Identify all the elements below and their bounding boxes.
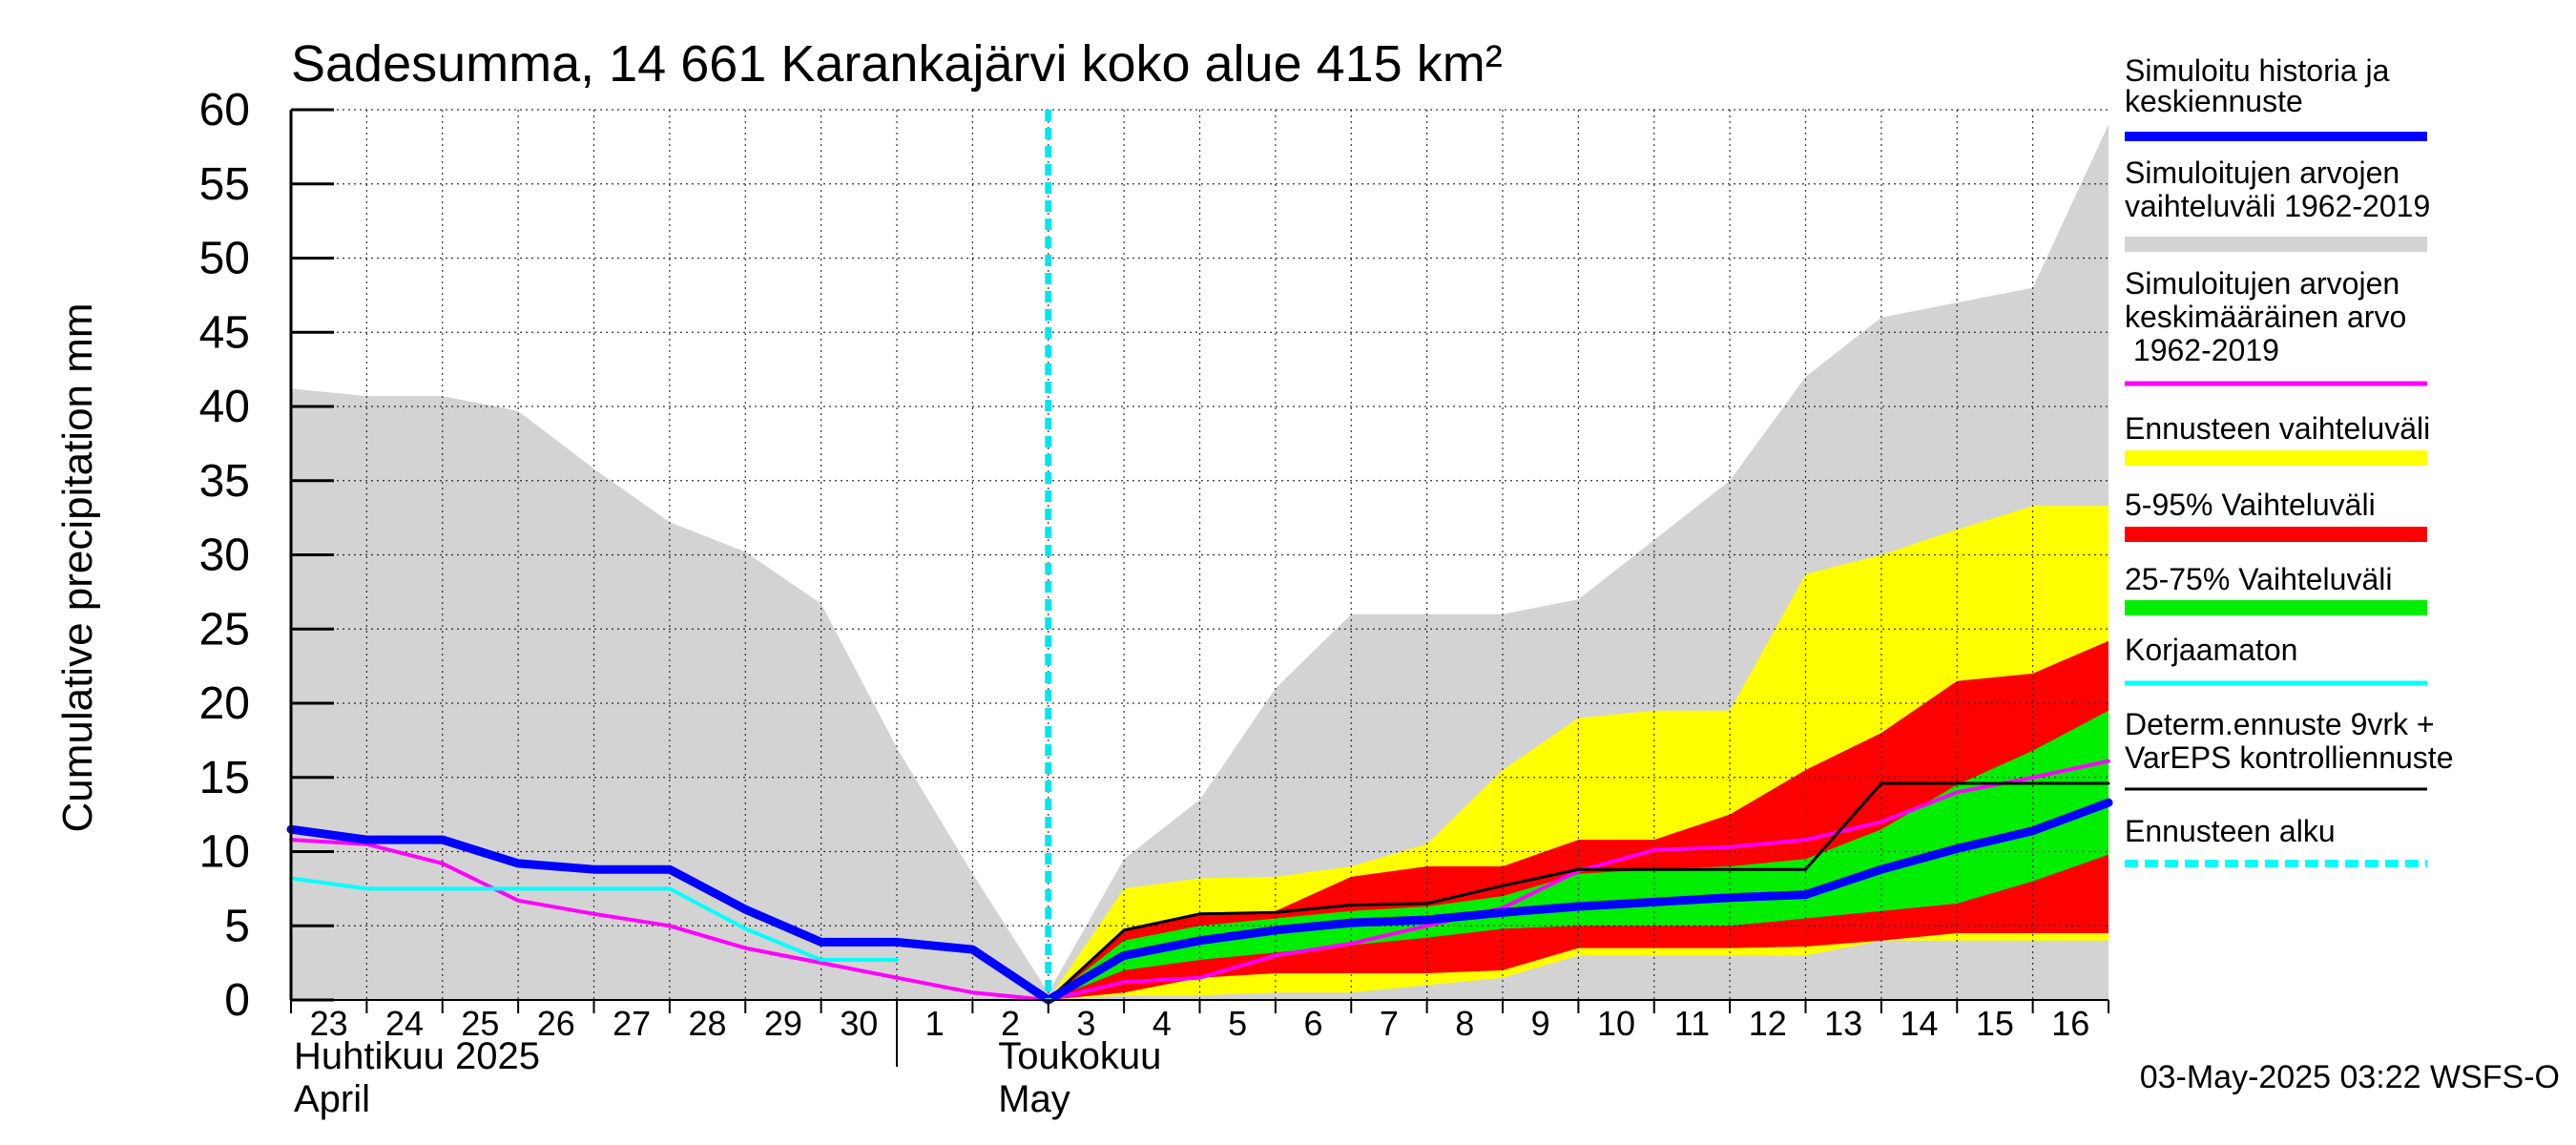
legend-label: Simuloitujen arvojen vaihteluväli 1962-20… — [2125, 156, 2430, 223]
legend-label: Simuloitu historia ja keskiennuste — [2125, 53, 2390, 118]
plot-area — [286, 109, 2113, 1005]
series-line-2 — [1047, 781, 2110, 1002]
x-tick-label: 10 — [1597, 1004, 1635, 1043]
legend-item: 25-75% Vaihteluväli — [2125, 562, 2427, 615]
x-tick-label: 30 — [840, 1004, 878, 1043]
y-tick-label: 45 — [199, 307, 250, 358]
x-tick-label: 8 — [1455, 1004, 1474, 1043]
y-tick-label: 5 — [224, 901, 250, 951]
x-tick-label: 6 — [1304, 1004, 1323, 1043]
x-tick-label: 3 — [1076, 1004, 1095, 1043]
legend-item: Ennusteen alku — [2125, 814, 2427, 867]
legend-item: Ennusteen vaihteluväli — [2125, 411, 2430, 466]
legend-label: Determ.ennuste 9vrk + VarEPS kontrollienn… — [2125, 707, 2453, 775]
series-line-0 — [289, 759, 2110, 1002]
x-tick-label: 23 — [310, 1004, 348, 1043]
x-tick-label: 29 — [764, 1004, 802, 1043]
x-tick-label: 13 — [1824, 1004, 1862, 1043]
legend-label: Ennusteen alku — [2125, 814, 2336, 848]
legend-item: Determ.ennuste 9vrk + VarEPS kontrollienn… — [2125, 707, 2453, 791]
x-tick-label: 12 — [1749, 1004, 1787, 1043]
legend-label: 5-95% Vaihteluväli — [2125, 488, 2376, 522]
y-tick-label: 55 — [199, 159, 250, 210]
x-tick-label: 24 — [385, 1004, 424, 1043]
x-tick-label: 16 — [2051, 1004, 2089, 1043]
month-label-fi: Huhtikuu 2025 — [294, 1035, 540, 1077]
legend-item: Simuloitujen arvojen vaihteluväli 1962-20… — [2125, 156, 2430, 252]
x-tick-label: 1 — [925, 1004, 945, 1043]
x-tick-label: 15 — [1976, 1004, 2014, 1043]
x-tick-label: 4 — [1153, 1004, 1172, 1043]
y-tick-label: 30 — [199, 531, 250, 581]
footer-timestamp: 03-May-2025 03:22 WSFS-O — [2140, 1059, 2560, 1095]
legend-item: 5-95% Vaihteluväli — [2125, 488, 2427, 542]
x-tick-label: 28 — [689, 1004, 727, 1043]
legend-label: 25-75% Vaihteluväli — [2125, 562, 2392, 596]
legend-item: Simuloitu historia ja keskiennuste — [2125, 53, 2427, 141]
x-tick-label: 25 — [461, 1004, 499, 1043]
x-tick-label: 11 — [1674, 1004, 1710, 1043]
x-tick-label: 14 — [1901, 1004, 1939, 1043]
legend-item: Korjaamaton — [2125, 633, 2427, 686]
y-axis-label: Cumulative precipitation mm — [54, 302, 101, 832]
x-tick-label: 27 — [613, 1004, 651, 1043]
series-line-1 — [289, 876, 899, 962]
legend: Simuloitu historia ja keskiennuste Simuloi… — [2125, 53, 2453, 867]
x-tick-label: 5 — [1228, 1004, 1247, 1043]
x-tick-label: 2 — [1001, 1004, 1020, 1043]
y-tick-label: 25 — [199, 604, 250, 655]
y-tick-label: 0 — [224, 975, 250, 1026]
y-tick-label: 60 — [199, 85, 250, 135]
x-tick-label: 7 — [1380, 1004, 1399, 1043]
chart-title: Sadesumma, 14 661 Karankajärvi koko alue… — [291, 35, 1503, 93]
x-tick-label: 26 — [537, 1004, 575, 1043]
month-label-en: April — [294, 1078, 370, 1120]
legend-label: Ennusteen vaihteluväli — [2125, 411, 2430, 446]
legend-label: Simuloitujen arvojen keskimääräinen arvo … — [2125, 266, 2406, 367]
y-tick-label: 10 — [199, 827, 250, 878]
y-tick-label: 15 — [199, 753, 250, 803]
y-tick-label: 20 — [199, 678, 250, 729]
legend-item: Simuloitujen arvojen keskimääräinen arvo … — [2125, 266, 2427, 386]
y-tick-label: 35 — [199, 456, 250, 507]
month-label-en: May — [998, 1078, 1070, 1120]
y-tick-label: 40 — [199, 382, 250, 432]
series-line-3 — [286, 798, 2113, 1005]
legend-label: Korjaamaton — [2125, 633, 2297, 667]
x-tick-label: 9 — [1531, 1004, 1550, 1043]
month-label-fi: Toukokuu — [998, 1035, 1161, 1077]
y-tick-label: 50 — [199, 234, 250, 284]
